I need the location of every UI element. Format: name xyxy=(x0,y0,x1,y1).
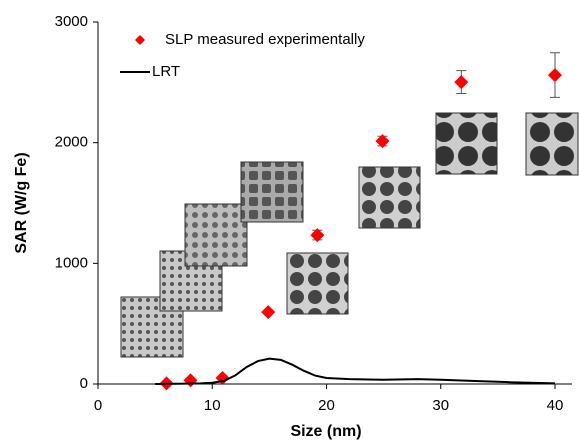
data-point xyxy=(261,305,276,320)
x-tick-label: 0 xyxy=(94,397,102,414)
data-point xyxy=(183,373,198,388)
x-tick-label: 20 xyxy=(318,397,335,414)
inset-image xyxy=(240,161,304,223)
y-tick-label: 3000 xyxy=(55,13,88,30)
x-tick-label: 40 xyxy=(547,397,564,414)
inset-image xyxy=(525,112,579,176)
x-tick-label: 30 xyxy=(432,397,449,414)
data-point xyxy=(375,134,390,149)
legend-label: SLP measured experimentally xyxy=(165,31,365,48)
legend-label: LRT xyxy=(152,63,180,80)
data-point xyxy=(310,228,325,243)
x-tick-label: 10 xyxy=(204,397,221,414)
y-tick-label: 0 xyxy=(80,375,88,392)
x-axis-title: Size (nm) xyxy=(290,423,361,440)
tem-insets xyxy=(120,112,579,358)
line xyxy=(155,357,556,385)
legend-marker xyxy=(135,35,145,45)
inset-image xyxy=(435,112,498,175)
y-tick-label: 1000 xyxy=(55,254,88,271)
y-axis-title: SAR (W/g Fe) xyxy=(13,152,30,253)
data-point xyxy=(548,68,562,83)
inset-image xyxy=(184,203,248,267)
data-point xyxy=(454,75,469,90)
inset-image xyxy=(286,252,349,315)
inset-image xyxy=(358,166,421,229)
y-tick-label: 2000 xyxy=(55,134,88,151)
